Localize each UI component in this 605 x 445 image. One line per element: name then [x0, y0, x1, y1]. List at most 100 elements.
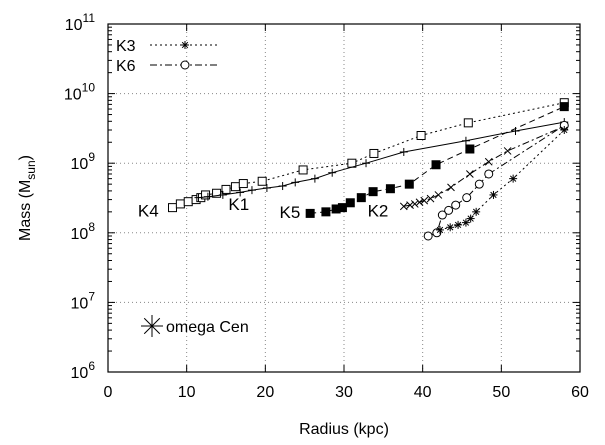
data-point: [406, 201, 414, 209]
data-point: [236, 188, 245, 197]
data-point: [420, 196, 429, 205]
x-tick-labels: 0 10 20 30 40 50 60: [104, 384, 589, 401]
data-point: [404, 179, 414, 189]
data-point: [298, 165, 308, 175]
data-point: [262, 184, 271, 193]
data-point: [218, 190, 227, 199]
data-point: [247, 186, 256, 195]
series-line: [198, 121, 565, 199]
data-point: [559, 102, 569, 112]
y-tick-label: 1010: [64, 81, 95, 104]
data-point: [369, 148, 379, 158]
marker-shape: [463, 118, 473, 128]
data-point: [484, 157, 493, 166]
data-point: [466, 214, 475, 223]
legend-marker: [141, 315, 163, 337]
data-point: [291, 178, 300, 187]
data-point: [183, 197, 193, 207]
marker-stroke: [436, 226, 444, 234]
marker-shape: [221, 184, 231, 194]
data-point: [305, 208, 315, 218]
y-axis-label-close: ): [17, 155, 34, 160]
marker-shape: [385, 184, 395, 194]
legend-label: K3: [116, 38, 136, 55]
series-k5: [305, 102, 569, 218]
marker-stroke: [181, 41, 189, 49]
x-tick-label: 40: [414, 384, 432, 401]
data-point: [461, 136, 470, 145]
marker-shape: [416, 131, 426, 141]
x-tick-label: 10: [178, 384, 196, 401]
data-point: [399, 147, 408, 156]
data-point: [437, 210, 447, 220]
marker-shape: [175, 199, 185, 209]
data-point: [435, 225, 444, 234]
marker-shape: [431, 160, 441, 170]
data-point: [328, 168, 337, 177]
data-point: [385, 184, 395, 194]
marker-stroke: [447, 224, 454, 231]
data-point: [444, 205, 454, 215]
series-line: [172, 102, 565, 209]
y-tick-label: 107: [71, 289, 96, 312]
data-point: [423, 231, 433, 241]
marker-shape: [331, 204, 341, 214]
legend: K3 K6 omega Cen: [116, 38, 249, 337]
data-point: [168, 203, 178, 213]
marker-stroke: [467, 215, 474, 222]
data-point: [447, 183, 455, 192]
series-k3: [435, 125, 569, 234]
annotation-label: K5: [279, 203, 300, 222]
annotations: K4 K1 K5 K2: [138, 195, 389, 222]
data-point: [431, 160, 441, 170]
data-point: [201, 190, 211, 200]
data-point: [463, 118, 473, 128]
data-point: [462, 193, 472, 203]
data-point: [465, 144, 475, 154]
marker-stroke: [509, 175, 517, 182]
data-point: [446, 223, 455, 232]
series-line: [439, 129, 565, 231]
series-group: [168, 98, 569, 241]
legend-entry: K3: [116, 38, 218, 55]
series-k6: [423, 120, 569, 241]
marker-stroke: [503, 147, 512, 155]
marker-stroke: [484, 157, 493, 166]
marker-stroke: [143, 317, 161, 335]
marker-shape: [337, 203, 347, 213]
data-point: [416, 131, 426, 141]
legend-marker: [180, 60, 190, 70]
y-tick-label: 108: [71, 220, 96, 243]
marker-shape: [168, 203, 178, 213]
marker-shape: [257, 176, 267, 186]
marker-stroke: [410, 200, 419, 208]
marker-stroke: [399, 202, 408, 211]
data-point: [221, 184, 231, 194]
marker-shape: [230, 182, 240, 192]
x-tick-label: 50: [492, 384, 510, 401]
marker-shape: [369, 148, 379, 158]
marker-stroke: [434, 191, 443, 199]
y-tick-label: 109: [71, 150, 96, 173]
series-line: [403, 125, 565, 207]
marker-stroke: [490, 191, 497, 199]
data-point: [410, 200, 419, 208]
marker-shape: [183, 197, 193, 207]
data-point: [331, 204, 341, 214]
marker-stroke: [415, 198, 424, 207]
data-point: [503, 147, 512, 155]
marker-stroke: [454, 221, 462, 229]
series-line: [428, 124, 565, 237]
data-point: [368, 187, 378, 197]
data-point: [472, 207, 481, 216]
marker-stroke: [420, 196, 429, 205]
data-point: [337, 203, 347, 213]
y-axis-label: Mass (Msun): [17, 155, 38, 241]
data-point: [310, 174, 319, 183]
marker-shape: [423, 231, 433, 241]
data-point: [203, 192, 212, 201]
y-tick-label: 1011: [65, 11, 96, 34]
data-point: [212, 188, 222, 198]
